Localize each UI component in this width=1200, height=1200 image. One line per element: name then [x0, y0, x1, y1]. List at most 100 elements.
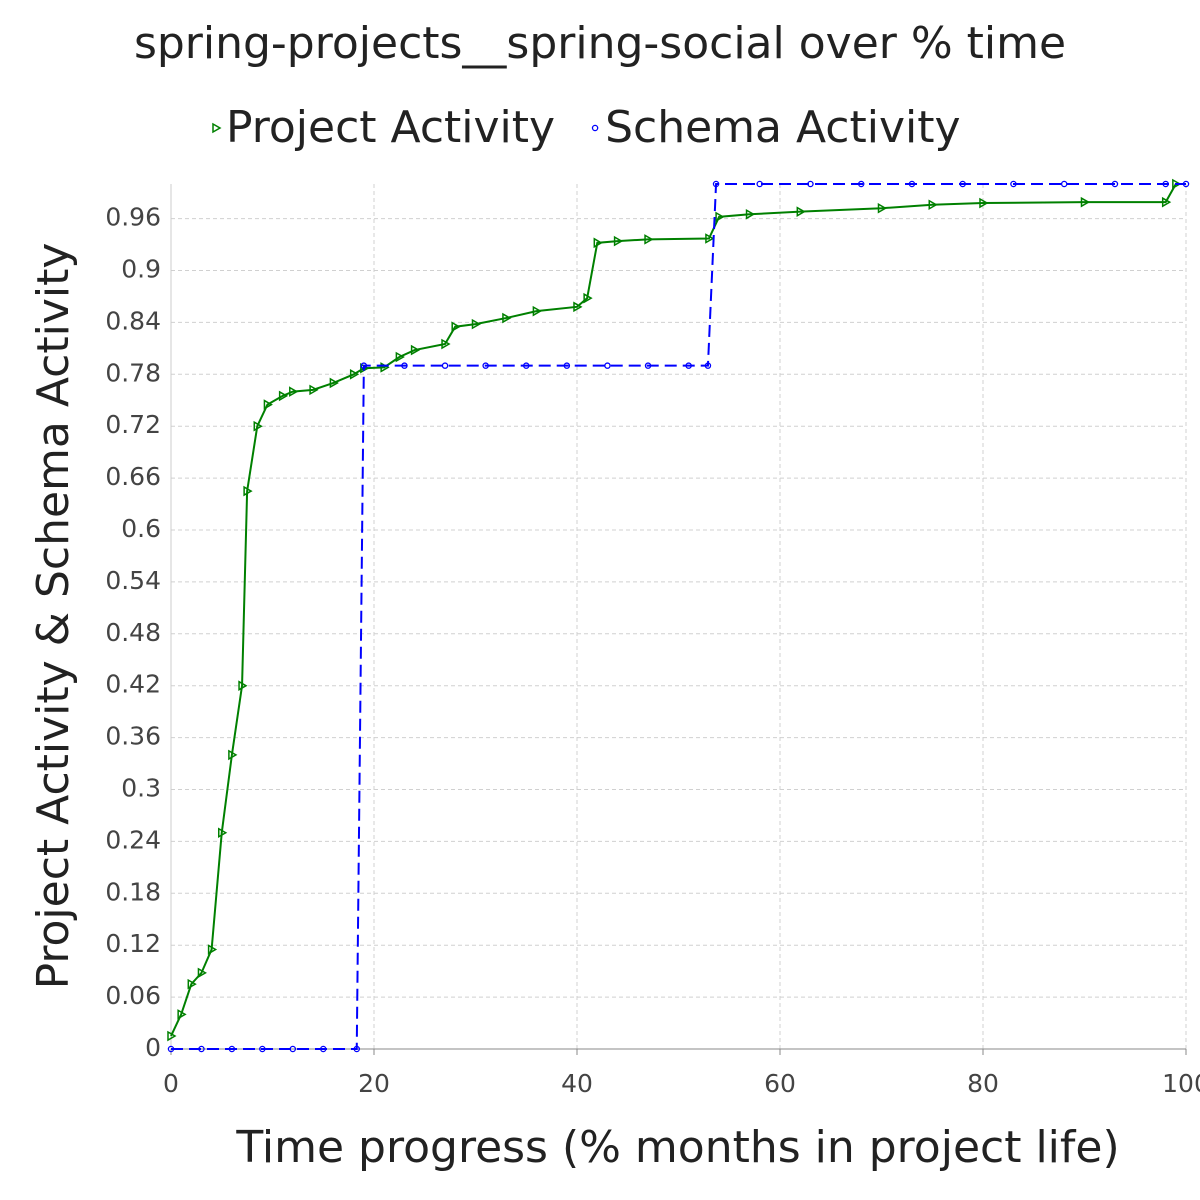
point-marker	[877, 202, 888, 214]
point-marker	[289, 386, 299, 397]
point-marker	[712, 180, 720, 188]
y-tick-label: 0.06	[105, 981, 161, 1010]
point-marker	[613, 235, 624, 247]
point-marker	[563, 362, 571, 369]
point-marker	[1161, 196, 1172, 208]
x-axis-label: Time progress (% months in project life)	[235, 1122, 1119, 1173]
point-marker	[482, 362, 489, 369]
y-tick-label: 0.66	[105, 462, 161, 491]
point-marker	[218, 827, 228, 839]
y-tick-label: 0.6	[121, 514, 161, 543]
point-marker	[644, 362, 652, 369]
point-marker	[360, 362, 368, 369]
point-marker	[410, 344, 421, 356]
y-tick-label: 0.42	[105, 670, 161, 699]
y-tick-label: 0	[145, 1033, 161, 1062]
y-tick-label: 0.36	[105, 722, 161, 751]
point-marker	[604, 362, 611, 369]
y-axis-label: Project Activity & Schema Activity	[28, 243, 79, 990]
point-marker	[532, 305, 542, 317]
chart-title: spring-projects__spring-social over % ti…	[134, 18, 1066, 69]
point-marker	[177, 1009, 187, 1020]
point-marker	[979, 197, 989, 209]
x-tick-label: 100	[1162, 1069, 1200, 1098]
x-tick-label: 40	[561, 1069, 593, 1098]
point-marker	[187, 978, 197, 990]
point-marker	[349, 369, 360, 380]
series-line	[170, 183, 1177, 1037]
point-marker	[309, 384, 319, 396]
point-marker	[289, 1045, 297, 1053]
point-marker	[745, 208, 756, 220]
point-marker	[167, 1030, 177, 1042]
point-marker	[329, 377, 339, 389]
y-tick-label: 0.12	[105, 929, 161, 958]
point-marker	[263, 399, 273, 410]
y-tick-label: 0.96	[105, 203, 161, 232]
series-line	[171, 183, 1186, 1050]
x-tick-label: 20	[358, 1069, 390, 1098]
point-marker	[441, 362, 449, 369]
point-marker	[228, 1045, 236, 1053]
point-marker	[395, 351, 405, 363]
y-tick-label: 0.78	[105, 358, 161, 387]
y-tick-label: 0.18	[105, 877, 161, 906]
point-marker	[796, 206, 806, 217]
point-marker	[401, 362, 408, 369]
x-tick-label: 80	[967, 1069, 999, 1098]
point-marker	[715, 211, 725, 223]
y-tick-label: 0.48	[105, 618, 161, 647]
point-marker	[238, 680, 248, 691]
point-marker	[1111, 180, 1119, 188]
x-tick-label: 0	[163, 1069, 179, 1098]
point-marker	[857, 180, 865, 188]
point-marker	[1010, 180, 1017, 188]
y-tick-label: 0.3	[121, 774, 161, 803]
y-tick-label: 0.9	[121, 255, 161, 284]
y-tick-label: 0.84	[105, 306, 161, 335]
x-tick-label: 60	[764, 1069, 796, 1098]
point-marker	[807, 180, 814, 188]
point-marker	[1162, 180, 1169, 188]
point-marker	[583, 292, 593, 304]
point-marker	[704, 362, 712, 369]
point-marker	[1172, 178, 1182, 190]
point-marker	[573, 301, 583, 313]
point-marker	[908, 180, 916, 188]
point-marker	[959, 180, 966, 188]
point-marker	[1182, 180, 1190, 188]
point-marker	[198, 1045, 205, 1053]
point-marker	[705, 233, 715, 244]
point-marker	[212, 122, 222, 134]
point-marker	[228, 749, 238, 761]
legend-label: Project Activity	[226, 102, 555, 153]
point-marker	[593, 237, 603, 249]
y-tick-label: 0.54	[105, 566, 161, 595]
point-marker	[243, 485, 253, 497]
point-marker	[197, 967, 207, 979]
y-tick-label: 0.72	[105, 410, 161, 439]
point-marker	[451, 321, 461, 333]
point-marker	[167, 1045, 175, 1053]
y-tick-label: 0.24	[105, 825, 161, 854]
point-marker	[928, 199, 938, 211]
point-marker	[471, 318, 482, 330]
point-marker	[502, 312, 512, 324]
point-marker	[319, 1045, 327, 1053]
point-marker	[253, 420, 263, 432]
point-marker	[756, 180, 763, 188]
point-marker	[259, 1045, 266, 1053]
point-marker	[278, 390, 289, 402]
point-marker	[207, 944, 218, 955]
point-marker	[685, 362, 692, 369]
point-marker	[353, 1045, 360, 1053]
legend-label: Schema Activity	[605, 102, 960, 153]
point-marker	[523, 362, 530, 369]
point-marker	[591, 124, 599, 132]
point-marker	[1080, 196, 1091, 208]
point-marker	[644, 234, 654, 245]
point-marker	[1060, 180, 1068, 188]
point-marker	[441, 338, 451, 350]
